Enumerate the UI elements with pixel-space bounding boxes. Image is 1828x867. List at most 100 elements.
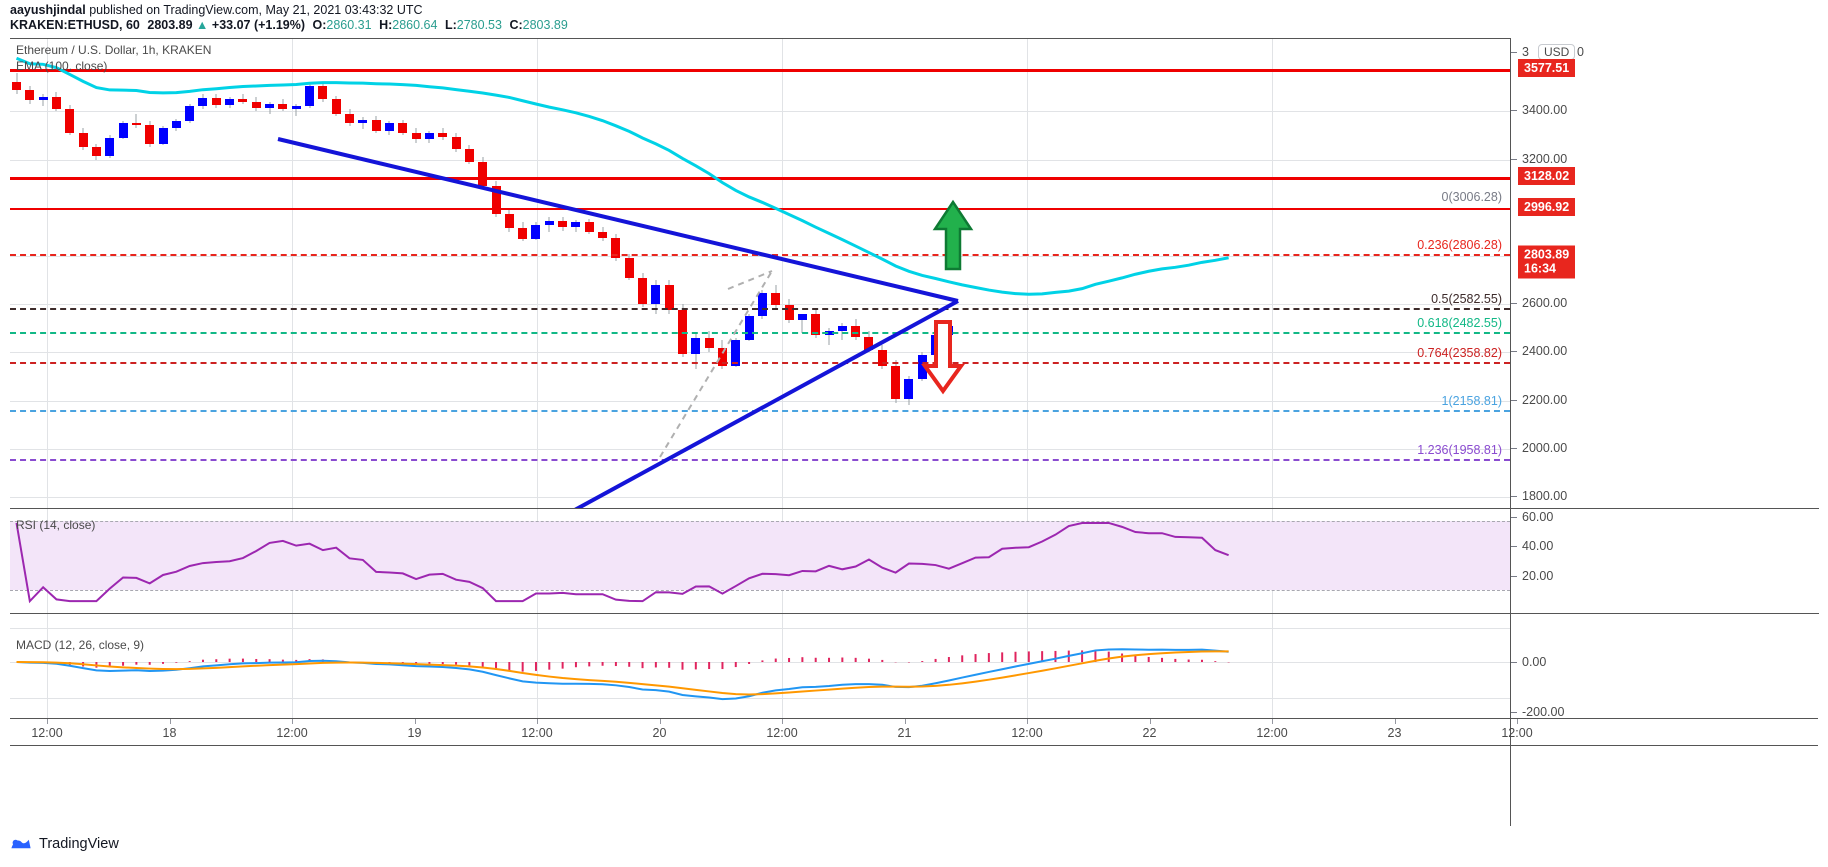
candle-body bbox=[531, 224, 541, 240]
candlestick bbox=[837, 39, 847, 508]
macd-axis-tick-label: 0.00 bbox=[1522, 655, 1547, 669]
time-axis-tick bbox=[292, 719, 293, 724]
candlestick bbox=[717, 39, 727, 508]
high-label: H: bbox=[379, 18, 393, 32]
candlestick bbox=[78, 39, 88, 508]
grid-line-vertical bbox=[292, 614, 293, 718]
time-axis-tick bbox=[904, 719, 906, 724]
candle-body bbox=[131, 123, 141, 126]
candle-body bbox=[744, 316, 754, 341]
grid-line-horizontal bbox=[10, 628, 1510, 629]
candlestick bbox=[544, 39, 554, 508]
currency-suffix: 0 bbox=[1577, 45, 1584, 60]
candlestick bbox=[65, 39, 75, 508]
candle-body bbox=[638, 277, 648, 305]
macd-signal-line bbox=[16, 650, 1229, 696]
candlestick bbox=[12, 39, 21, 508]
candle-body bbox=[518, 228, 528, 240]
axis-tick bbox=[1511, 158, 1517, 160]
candlestick bbox=[51, 39, 61, 508]
resistance-line bbox=[10, 208, 1510, 211]
level-price-badge: 2996.92 bbox=[1518, 198, 1576, 217]
close-label: C: bbox=[509, 18, 523, 32]
candlestick bbox=[771, 39, 781, 508]
candlestick bbox=[91, 39, 101, 508]
candle-body bbox=[291, 106, 301, 109]
candle-body bbox=[691, 337, 701, 354]
candlestick bbox=[145, 39, 155, 508]
price-axis-tick-label: 2400.00 bbox=[1522, 344, 1568, 359]
candlestick bbox=[664, 39, 674, 508]
axis-tick bbox=[1511, 351, 1517, 353]
time-axis-tick bbox=[1027, 719, 1028, 724]
price-scale-axis[interactable]: 3400.00 3200.00 2600.00 2400.00 2200.00 2000.… bbox=[1510, 38, 1819, 826]
rsi-pane[interactable]: RSI (14, close) bbox=[10, 508, 1510, 613]
price-axis-section[interactable]: 3400.00 3200.00 2600.00 2400.00 2200.00 2000.… bbox=[1511, 38, 1819, 508]
candle-body bbox=[864, 336, 874, 350]
candlestick bbox=[784, 39, 794, 508]
candle-body bbox=[451, 136, 461, 149]
time-axis-tick bbox=[659, 719, 661, 724]
time-axis-tick bbox=[1394, 719, 1396, 724]
rsi-line bbox=[15, 521, 1229, 604]
level-price-badge: 3577.51 bbox=[1518, 58, 1576, 77]
candle-body bbox=[265, 104, 275, 108]
candlestick bbox=[678, 39, 687, 508]
candlestick bbox=[158, 39, 168, 508]
ema-legend: EMA (100, close) bbox=[16, 59, 108, 73]
candle-body bbox=[25, 89, 35, 101]
grid-line-vertical bbox=[782, 39, 783, 508]
candle-body bbox=[171, 120, 181, 129]
candlestick bbox=[171, 39, 181, 508]
price-axis-tick-label: 2600.00 bbox=[1522, 296, 1568, 311]
candle-body bbox=[797, 313, 807, 320]
candlestick bbox=[225, 39, 235, 508]
time-axis-label: 18 bbox=[162, 726, 177, 740]
candle-body bbox=[584, 222, 594, 232]
time-axis-label: 19 bbox=[407, 726, 422, 740]
candle-body bbox=[411, 133, 421, 140]
candlestick bbox=[464, 39, 474, 508]
macd-axis-tick-label: -200.00 bbox=[1522, 705, 1565, 719]
candlestick bbox=[265, 39, 275, 508]
time-axis-label: 12:00 bbox=[1256, 726, 1288, 740]
candlestick bbox=[518, 39, 528, 508]
candle-body bbox=[837, 325, 847, 331]
price-pane[interactable]: Ethereum / U.S. Dollar, 1h, KRAKEN EMA (… bbox=[10, 38, 1510, 508]
candle-body bbox=[185, 106, 195, 121]
candlestick bbox=[904, 39, 914, 508]
candlestick bbox=[944, 39, 954, 508]
resistance-line bbox=[10, 176, 1510, 180]
grid-line-vertical bbox=[1272, 39, 1273, 508]
candle-body bbox=[544, 220, 554, 225]
candle-body bbox=[158, 128, 168, 144]
candlestick bbox=[291, 39, 301, 508]
currency-chip[interactable]: USD bbox=[1538, 44, 1576, 61]
time-axis-tick bbox=[169, 719, 171, 724]
open-value: 2860.31 bbox=[326, 18, 372, 32]
candlestick bbox=[438, 39, 448, 508]
candlestick bbox=[704, 39, 714, 508]
candle-body bbox=[771, 293, 781, 306]
macd-axis-section[interactable]: 0.00 -200.00 bbox=[1511, 613, 1819, 719]
rsi-axis-section[interactable]: 60.00 40.00 20.00 bbox=[1511, 508, 1819, 613]
candlestick bbox=[238, 39, 248, 508]
candlestick bbox=[744, 39, 754, 508]
candle-body bbox=[478, 161, 488, 187]
candle-body bbox=[251, 101, 261, 108]
candlestick bbox=[811, 39, 821, 508]
badge-countdown: 16:34 bbox=[1524, 261, 1556, 276]
candle-body bbox=[331, 99, 341, 114]
candle-body bbox=[424, 133, 434, 140]
candlestick bbox=[651, 39, 661, 508]
time-scale-axis[interactable]: 12:00 18 12:00 19 12:00 20 12:00 21 12:00 22 12:00… bbox=[10, 718, 1818, 746]
badge-price: 3577.51 bbox=[1524, 60, 1570, 75]
macd-pane[interactable]: MACD (12, 26, close, 9) bbox=[10, 613, 1510, 718]
quote-line: KRAKEN:ETHUSD, 60 2803.89 ▲ +33.07 (+1.1… bbox=[10, 18, 1828, 33]
publish-info: published on TradingView.com, May 21, 20… bbox=[89, 3, 423, 17]
low-value: 2780.53 bbox=[456, 18, 502, 32]
change-arrow-icon: ▲ bbox=[196, 18, 209, 32]
candle-body bbox=[917, 354, 927, 379]
symbol-label: KRAKEN:ETHUSD, 60 bbox=[10, 18, 140, 32]
candlestick bbox=[451, 39, 461, 508]
